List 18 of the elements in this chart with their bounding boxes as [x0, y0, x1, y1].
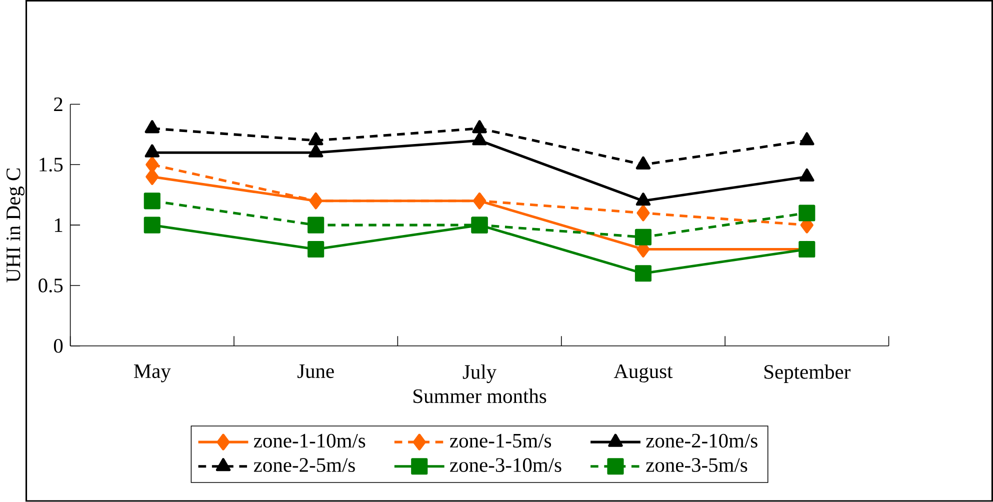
x-tick-label: June — [298, 364, 334, 378]
y-axis-title: UHI in Deg C — [6, 168, 24, 282]
y-tick-label: 0.5 — [38, 278, 63, 293]
legend-label: zone-2-10m/s — [646, 434, 758, 448]
x-tick-label: September — [764, 364, 850, 384]
y-tick-label: 1 — [54, 218, 62, 232]
x-axis-title: Summer months — [414, 388, 546, 404]
x-tick-label: July — [462, 364, 496, 384]
y-tick-label: 0 — [54, 339, 63, 353]
x-tick-label: May — [134, 364, 171, 382]
legend-label: zone-3-5m/s — [646, 458, 748, 472]
legend-label: zone-1-10m/s — [254, 434, 366, 448]
y-tick-label: 2 — [54, 98, 62, 112]
y-tick-label: 1.5 — [40, 158, 63, 172]
legend-label: zone-3-10m/s — [450, 458, 562, 472]
legend-label: zone-1-5m/s — [450, 434, 552, 448]
legend-label: zone-2-5m/s — [254, 458, 355, 472]
x-tick-label: August — [614, 364, 673, 382]
